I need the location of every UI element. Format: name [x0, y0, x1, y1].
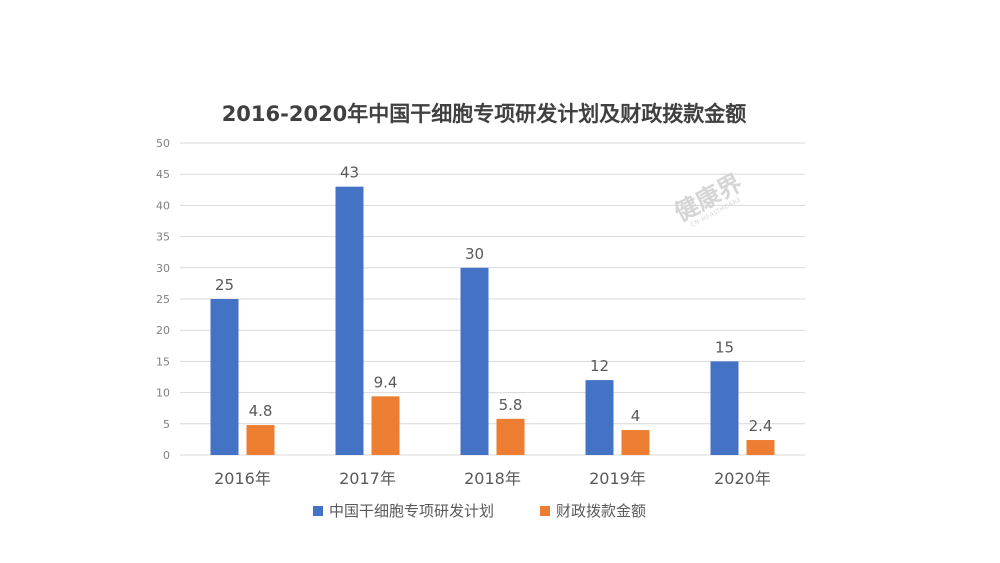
x-axis-ticks: 2016年 2017年 2018年 2019年 2020年 [214, 469, 771, 488]
y-tick-label: 0 [163, 449, 170, 462]
y-tick-label: 15 [156, 355, 170, 368]
watermark-logo: 健康界 CN-HEALTHCARE [670, 169, 747, 229]
legend-swatch [540, 506, 550, 516]
y-tick-label: 25 [156, 293, 170, 306]
data-label: 2.4 [749, 417, 773, 435]
x-tick-label: 2019年 [589, 469, 646, 488]
data-label: 43 [340, 164, 359, 182]
data-label: 5.8 [499, 396, 523, 414]
bar [246, 425, 275, 455]
chart-title: 2016-2020年中国干细胞专项研发计划及财政拨款金额 [222, 102, 747, 126]
x-tick-label: 2018年 [464, 469, 521, 488]
bars [210, 186, 775, 455]
data-label: 4.8 [249, 402, 273, 420]
bar [335, 186, 364, 455]
bar [496, 418, 525, 455]
y-tick-label: 40 [156, 199, 170, 212]
gridlines [180, 142, 805, 456]
y-tick-label: 30 [156, 262, 170, 275]
bar [460, 267, 489, 455]
data-label: 4 [631, 407, 641, 425]
y-tick-label: 35 [156, 231, 170, 244]
data-label: 15 [715, 338, 734, 356]
legend-swatch [313, 506, 323, 516]
y-tick-label: 5 [163, 418, 170, 431]
data-label: 25 [215, 276, 234, 294]
bar [710, 361, 739, 455]
x-tick-label: 2016年 [214, 469, 271, 488]
data-labels: 25 4.8 43 9.4 30 5.8 12 4 15 2.4 [215, 164, 772, 435]
data-label: 12 [590, 357, 609, 375]
legend-label: 中国干细胞专项研发计划 [329, 502, 494, 520]
bar [621, 430, 650, 455]
x-tick-label: 2020年 [714, 469, 771, 488]
y-tick-label: 45 [156, 168, 170, 181]
bar [210, 299, 239, 455]
legend: 中国干细胞专项研发计划 财政拨款金额 [313, 502, 646, 520]
bar [746, 440, 775, 455]
y-axis-ticks: 0 5 10 15 20 25 30 35 40 45 50 [156, 137, 170, 462]
y-tick-label: 10 [156, 387, 170, 400]
legend-label: 财政拨款金额 [556, 502, 646, 520]
data-label: 30 [465, 245, 484, 263]
data-label: 9.4 [374, 373, 398, 391]
bar [371, 396, 400, 455]
y-tick-label: 20 [156, 324, 170, 337]
x-tick-label: 2017年 [339, 469, 396, 488]
bar [585, 380, 614, 455]
y-tick-label: 50 [156, 137, 170, 150]
